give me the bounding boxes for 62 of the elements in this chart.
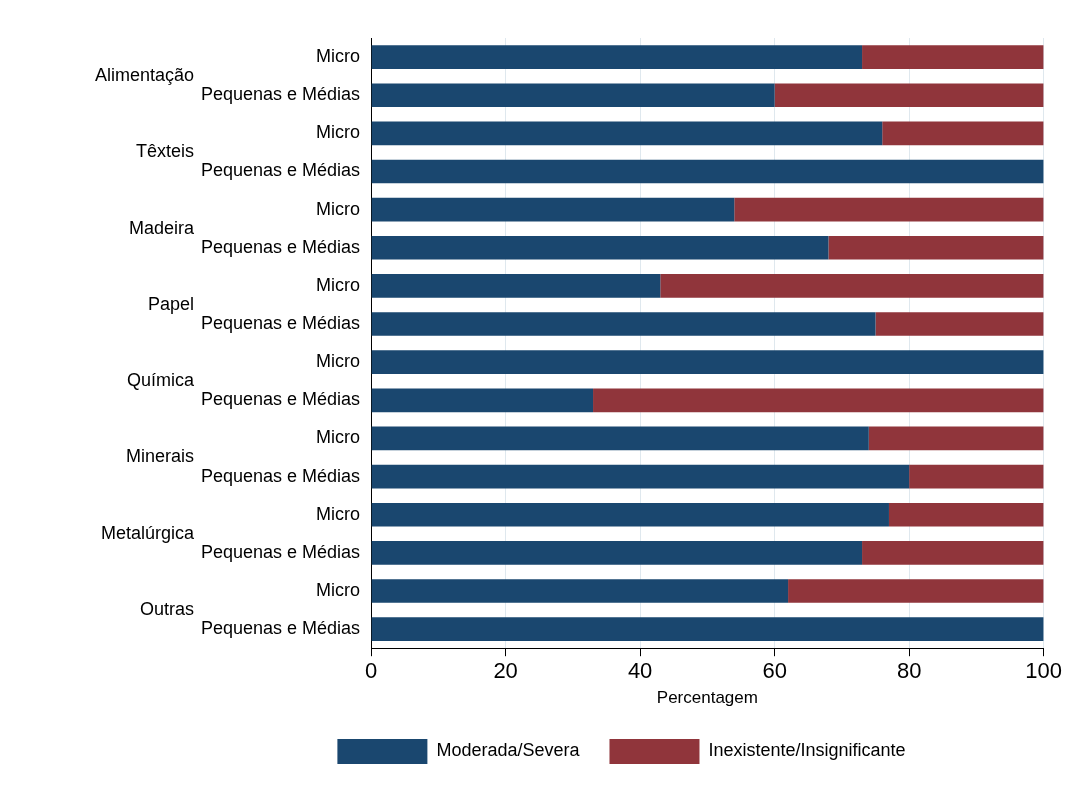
bar xyxy=(660,274,1044,298)
bar xyxy=(862,541,1044,565)
x-tick-label: 80 xyxy=(896,658,922,684)
bar xyxy=(371,579,789,603)
bar xyxy=(593,388,1044,413)
y-tick-label: Micro xyxy=(316,503,361,524)
text: Papel xyxy=(147,293,194,314)
bar xyxy=(371,541,863,565)
bar xyxy=(734,197,1044,222)
bar xyxy=(875,312,1044,336)
bar xyxy=(862,45,1044,69)
bar xyxy=(371,388,594,413)
y-tick-label: Micro xyxy=(316,198,361,219)
y-tick-label: Pequenas e Médias xyxy=(201,389,361,410)
bar xyxy=(371,45,863,69)
y-tick-label: Micro xyxy=(316,427,361,448)
bar xyxy=(371,159,1044,184)
bar xyxy=(868,426,1044,451)
y-tick-label: Pequenas e Médias xyxy=(201,465,361,486)
bar xyxy=(371,502,889,527)
bar xyxy=(371,197,735,222)
bar xyxy=(371,426,869,451)
text: Metalúrgica xyxy=(100,522,195,543)
bar xyxy=(888,502,1044,527)
y-tick-label: Pequenas e Médias xyxy=(201,160,361,181)
text: Têxteis xyxy=(135,141,194,162)
y-tick-label: Micro xyxy=(316,579,361,600)
bar xyxy=(371,617,1044,641)
bar xyxy=(788,579,1044,603)
bar xyxy=(371,312,876,336)
y-tick-label: Pequenas e Médias xyxy=(201,618,361,639)
text: Madeira xyxy=(128,217,195,238)
y-tick-label: Micro xyxy=(316,122,361,143)
text: Minerais xyxy=(125,446,194,467)
bar xyxy=(371,274,661,298)
bar xyxy=(371,350,1044,374)
bar xyxy=(371,235,829,260)
x-tick-label: 20 xyxy=(493,658,518,684)
y-tick-label: Micro xyxy=(316,46,361,67)
x-tick-label: 0 xyxy=(364,658,378,684)
bar xyxy=(774,83,1044,108)
y-tick-label: Pequenas e Médias xyxy=(201,84,361,105)
text: Química xyxy=(126,370,195,391)
bar xyxy=(828,235,1044,260)
bar xyxy=(909,464,1044,489)
x-axis-title: Percentagem xyxy=(656,688,758,708)
text: Outras xyxy=(139,599,194,620)
x-tick-label: 40 xyxy=(627,658,653,684)
x-tick-label: 60 xyxy=(762,658,787,684)
bar xyxy=(371,121,883,146)
x-tick-label: 100 xyxy=(1025,658,1063,684)
y-tick-label: Micro xyxy=(316,274,361,295)
legend-label: Moderada/Severa xyxy=(436,740,581,761)
y-tick-label: Pequenas e Médias xyxy=(201,313,361,333)
text: Alimentação xyxy=(94,65,194,86)
bar xyxy=(882,121,1044,146)
legend-label: Inexistente/Insignificante xyxy=(708,740,906,761)
y-tick-label: Micro xyxy=(316,351,361,372)
y-tick-label: Pequenas e Médias xyxy=(201,236,361,257)
bar xyxy=(371,83,775,108)
y-tick-label: Pequenas e Médias xyxy=(201,541,361,562)
bar xyxy=(371,464,910,489)
